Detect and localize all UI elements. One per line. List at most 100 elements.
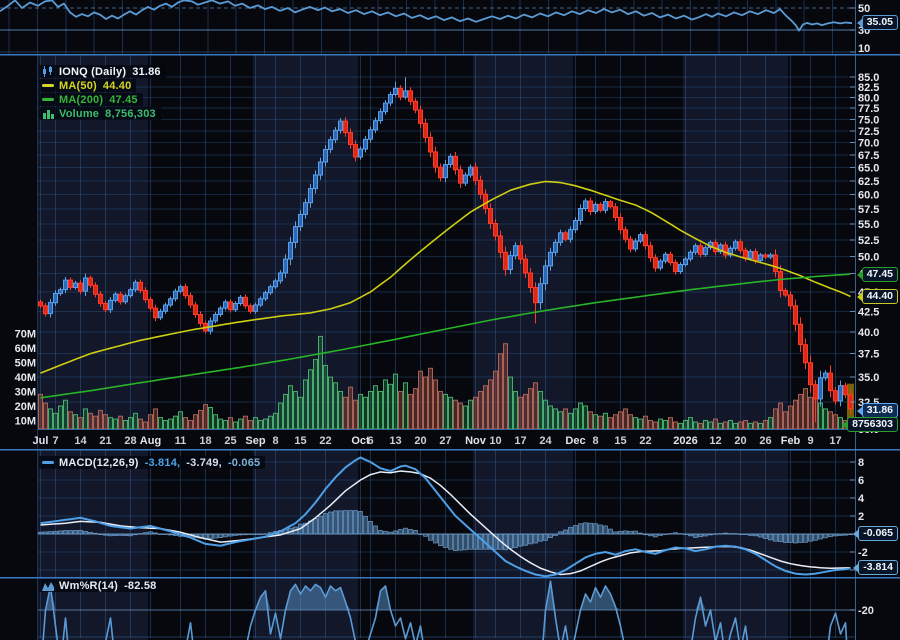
volume-label: Volume — [59, 107, 100, 120]
svg-text:17: 17 — [829, 435, 841, 447]
volume-value-badge: 8756303 — [847, 417, 898, 432]
macd-legend-row: MACD(12,26,9) -3.814, -3.749, -0.065 — [39, 456, 266, 469]
macd-value-3: -0.065 — [227, 456, 261, 469]
svg-text:-20: -20 — [858, 605, 874, 617]
strip-last-value-badge: 35.05 — [861, 15, 898, 30]
svg-text:50M: 50M — [15, 358, 36, 370]
svg-text:8: 8 — [272, 435, 278, 447]
volume-bars-icon — [42, 108, 55, 119]
ma200-line — [40, 273, 851, 399]
symbol-value: 31.86 — [132, 65, 161, 78]
ma200-label: MA(200) — [59, 93, 104, 106]
svg-text:65.0: 65.0 — [858, 163, 879, 175]
svg-text:10M: 10M — [15, 416, 36, 428]
wmr-legend-row: Wm%R(14) -82.58 — [39, 579, 162, 592]
macd-label: MACD(12,26,9) — [59, 456, 139, 469]
last-price-badge: 31.86 — [861, 403, 898, 418]
svg-text:21: 21 — [99, 435, 111, 447]
wmr-legend: Wm%R(14) -82.58 — [39, 579, 162, 593]
symbol-label: IONQ (Daily) — [59, 65, 127, 78]
svg-text:Dec: Dec — [565, 435, 585, 447]
svg-text:40.0: 40.0 — [858, 327, 879, 339]
svg-text:40M: 40M — [15, 372, 36, 384]
volume-legend-row: Volume 8,756,303 — [39, 107, 161, 120]
svg-text:Oct: Oct — [351, 435, 370, 447]
svg-text:80.0: 80.0 — [858, 93, 879, 105]
svg-text:24: 24 — [539, 435, 552, 447]
macd-main-line — [40, 456, 851, 577]
ma200-value-badge: 47.45 — [861, 267, 898, 282]
ma50-value: 44.40 — [102, 79, 132, 92]
macd-line-icon — [42, 460, 55, 465]
svg-text:37.5: 37.5 — [858, 349, 879, 361]
macd-legend: MACD(12,26,9) -3.814, -3.749, -0.065 — [39, 456, 266, 470]
macd-line-badge: -3.814 — [858, 560, 898, 575]
wmr-value: -82.58 — [124, 579, 157, 592]
ma50-line-icon — [42, 83, 55, 88]
candles-layer — [38, 77, 854, 423]
svg-text:30M: 30M — [15, 387, 36, 399]
svg-text:22: 22 — [639, 435, 651, 447]
svg-text:20: 20 — [734, 435, 746, 447]
svg-text:60M: 60M — [15, 343, 36, 355]
svg-text:55.0: 55.0 — [858, 219, 879, 231]
svg-text:35.0: 35.0 — [858, 372, 879, 384]
svg-text:85.0: 85.0 — [858, 72, 879, 84]
svg-text:27: 27 — [439, 435, 451, 447]
macd-layer — [38, 456, 853, 577]
svg-text:50: 50 — [858, 3, 870, 15]
svg-text:11: 11 — [175, 435, 187, 447]
svg-text:6: 6 — [858, 475, 864, 487]
svg-text:75.0: 75.0 — [858, 114, 879, 126]
svg-text:52.5: 52.5 — [858, 235, 879, 247]
svg-text:17: 17 — [514, 435, 526, 447]
svg-text:25: 25 — [224, 435, 236, 447]
svg-text:20: 20 — [414, 435, 426, 447]
ma200-legend-row: MA(200) 47.45 — [39, 93, 143, 106]
svg-text:60.0: 60.0 — [858, 190, 879, 202]
svg-text:8: 8 — [592, 435, 598, 447]
svg-text:77.5: 77.5 — [858, 103, 879, 115]
volume-value: 8,756,303 — [105, 107, 156, 120]
svg-text:Nov: Nov — [465, 435, 487, 447]
macd-value-1: -3.814, — [144, 456, 181, 469]
svg-text:50.0: 50.0 — [858, 251, 879, 263]
svg-text:82.5: 82.5 — [858, 82, 879, 94]
ma50-line — [40, 180, 851, 374]
ma50-value-badge: 44.40 — [861, 289, 898, 304]
svg-text:2: 2 — [858, 511, 864, 523]
macd-hist-badge: -0.065 — [858, 526, 898, 541]
svg-text:15: 15 — [614, 435, 626, 447]
main-legend: IONQ (Daily) 31.86 MA(50) 44.40 MA(200) … — [39, 65, 166, 121]
svg-text:10: 10 — [489, 435, 501, 447]
overview-line-layer — [0, 0, 853, 32]
svg-text:8: 8 — [858, 457, 864, 469]
svg-text:4: 4 — [858, 493, 865, 505]
svg-text:-2: -2 — [858, 547, 868, 559]
svg-text:Sep: Sep — [245, 435, 265, 447]
svg-text:14: 14 — [74, 435, 87, 447]
svg-text:42.5: 42.5 — [858, 306, 879, 318]
svg-text:70M: 70M — [15, 329, 36, 341]
svg-text:2026: 2026 — [673, 435, 697, 447]
ma200-line-icon — [42, 97, 55, 102]
svg-text:57.5: 57.5 — [858, 204, 879, 216]
svg-text:28: 28 — [124, 435, 136, 447]
ma200-value: 47.45 — [109, 93, 138, 106]
svg-text:7: 7 — [52, 435, 58, 447]
ma50-legend-row: MA(50) 44.40 — [39, 79, 137, 92]
svg-text:62.5: 62.5 — [858, 176, 879, 188]
svg-text:72.5: 72.5 — [858, 126, 879, 138]
svg-text:22: 22 — [319, 435, 331, 447]
svg-text:15: 15 — [294, 435, 306, 447]
svg-text:9: 9 — [807, 435, 813, 447]
wmr-label: Wm%R(14) — [59, 579, 119, 592]
svg-text:12: 12 — [709, 435, 721, 447]
svg-text:67.5: 67.5 — [858, 150, 879, 162]
candlestick-icon — [42, 66, 55, 77]
svg-text:18: 18 — [199, 435, 211, 447]
